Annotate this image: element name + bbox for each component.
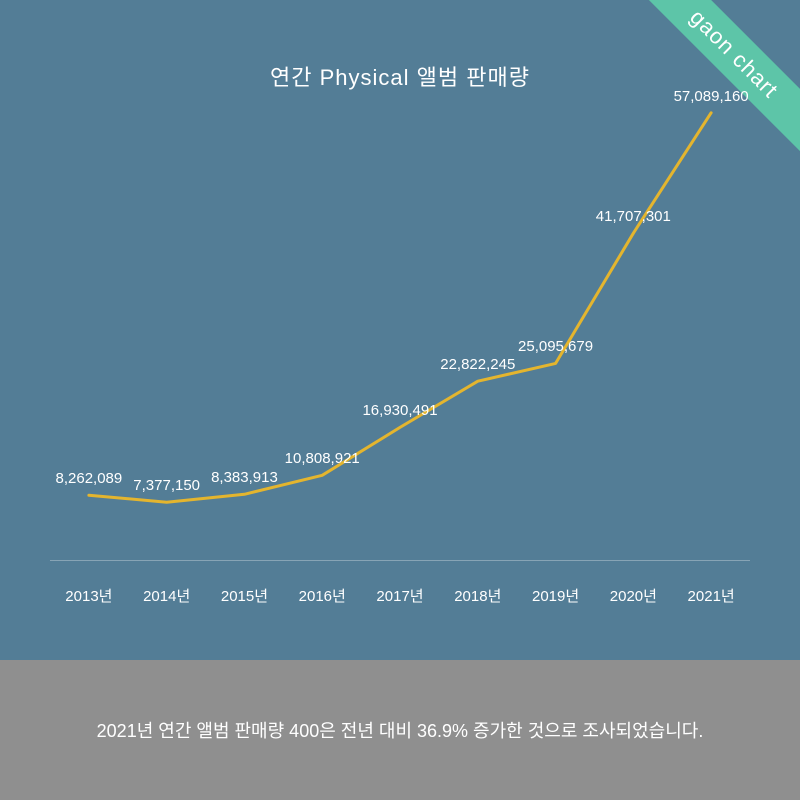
x-axis-label: 2014년 <box>128 585 206 615</box>
x-axis-label: 2017년 <box>361 585 439 615</box>
x-axis-label: 2020년 <box>594 585 672 615</box>
x-axis-label: 2015년 <box>206 585 284 615</box>
x-axis-label: 2013년 <box>50 585 128 615</box>
x-axis-label: 2019년 <box>517 585 595 615</box>
chart-area: 연간 Physical 앨범 판매량 gaon chart 8,262,0897… <box>0 0 800 660</box>
data-point-label: 16,930,491 <box>362 402 437 419</box>
footer-text: 2021년 연간 앨범 판매량 400은 전년 대비 36.9% 증가한 것으로… <box>97 717 704 743</box>
data-line <box>89 113 711 502</box>
data-point-label: 8,383,913 <box>211 469 278 486</box>
x-axis-label: 2021년 <box>672 585 750 615</box>
x-axis-baseline <box>50 560 750 561</box>
data-point-label: 57,089,160 <box>674 88 749 105</box>
plot-area: 8,262,089 7,377,150 8,383,913 10,808,921 16,… <box>50 90 750 560</box>
data-point-label: 25,095,679 <box>518 338 593 355</box>
x-axis-label: 2018년 <box>439 585 517 615</box>
footer-area: 2021년 연간 앨범 판매량 400은 전년 대비 36.9% 증가한 것으로… <box>0 660 800 800</box>
data-point-label: 41,707,301 <box>596 208 671 225</box>
data-point-label: 10,808,921 <box>285 450 360 467</box>
data-point-label: 22,822,245 <box>440 356 515 373</box>
data-point-label: 8,262,089 <box>56 470 123 487</box>
data-point-label: 7,377,150 <box>133 477 200 494</box>
x-axis-labels: 2013년2014년2015년2016년2017년2018년2019년2020년… <box>50 585 750 615</box>
x-axis-label: 2016년 <box>283 585 361 615</box>
